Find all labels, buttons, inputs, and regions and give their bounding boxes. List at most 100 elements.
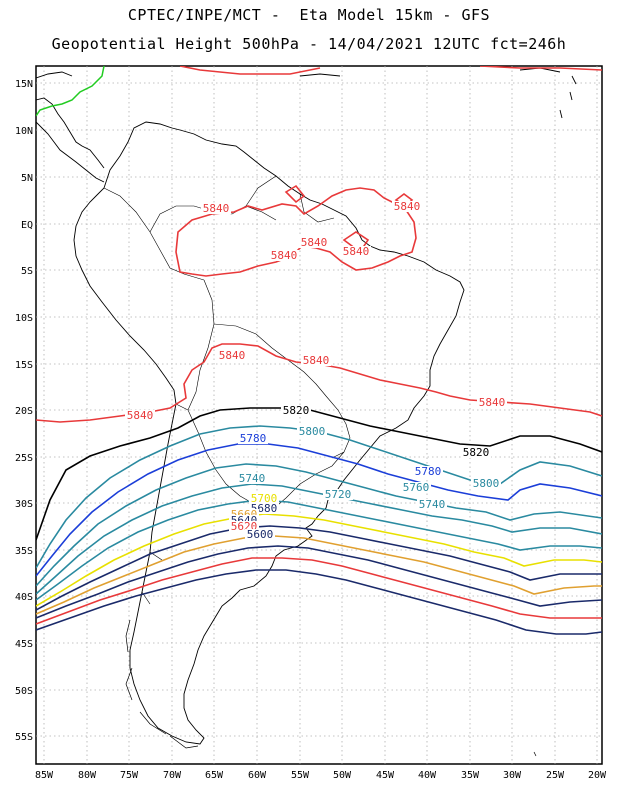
lat-tick-label: 30S — [15, 499, 33, 510]
contour-label-bg — [229, 515, 259, 526]
graticule — [36, 66, 602, 764]
lat-tick-label: EQ — [21, 220, 33, 231]
longitude-tick-labels: 85W 80W 75W 70W 65W 60W 55W 50W 45W 40W 35W 30W 25W 2… — [35, 770, 607, 781]
contour-5680 — [36, 525, 602, 611]
contour-label: 5840 — [303, 354, 330, 367]
contour-label-bg — [237, 473, 267, 484]
contour-label-bg — [201, 203, 231, 214]
contour-label: 5760 — [403, 481, 430, 494]
lat-tick-label: 55S — [15, 732, 33, 743]
lat-tick-label: 35S — [15, 546, 33, 557]
contour-label: 5720 — [325, 488, 352, 501]
lon-tick-label: 65W — [205, 770, 224, 781]
lat-tick-label: 10S — [15, 313, 33, 324]
contour-5840-south — [36, 343, 602, 423]
contour-label: 5740 — [419, 498, 446, 511]
green-contour — [36, 66, 105, 117]
contour-label-bg — [301, 355, 331, 366]
contour-label: 5840 — [219, 349, 246, 362]
lat-tick-label: 45S — [15, 639, 33, 650]
contour-label: 5800 — [473, 477, 500, 490]
contour-label-bg — [401, 482, 431, 493]
map-title: CPTEC/INPE/MCT - Eta Model 15km - GFS — [127, 6, 491, 24]
central-america-coastline — [36, 97, 105, 183]
contour-5760 — [36, 463, 602, 587]
lon-tick-label: 80W — [78, 770, 97, 781]
contour-5780 — [36, 443, 602, 577]
map-subtitle: Geopotential Height 500hPa - 14/04/2021 … — [51, 35, 567, 53]
lat-tick-label: 5S — [21, 266, 33, 277]
contour-label-bg — [477, 397, 507, 408]
contour-5640 — [36, 545, 602, 619]
lat-tick-label: 25S — [15, 453, 33, 464]
lat-tick-label: 10N — [15, 126, 33, 137]
contour-label-bg — [245, 529, 275, 540]
contour-label: 5840 — [127, 409, 154, 422]
contour-label: 5780 — [415, 465, 442, 478]
contour-5660 — [36, 535, 602, 615]
map-frame — [35, 65, 603, 765]
lon-tick-label: 50W — [333, 770, 352, 781]
contour-label: 5700 — [251, 492, 278, 505]
contour-label-bg — [249, 503, 279, 514]
contour-label-bg — [125, 410, 155, 421]
contour-label-bg — [229, 521, 259, 532]
south-america-coastline — [73, 121, 465, 745]
lon-tick-label: 75W — [120, 770, 139, 781]
lat-tick-label: 40S — [15, 592, 33, 603]
lon-tick-label: 40W — [418, 770, 437, 781]
coastlines-and-borders — [36, 67, 577, 757]
contour-label: 5840 — [203, 202, 230, 215]
contour-5700 — [36, 513, 602, 607]
contour-label-bg — [229, 509, 259, 520]
lat-tick-label: 5N — [21, 173, 33, 184]
contour-5720 — [36, 499, 602, 601]
contour-label-bg — [281, 405, 311, 416]
lon-tick-label: 45W — [376, 770, 395, 781]
contour-label: 5840 — [271, 249, 298, 262]
contour-label-bg — [269, 250, 299, 261]
contour-label: 5840 — [479, 396, 506, 409]
lat-tick-label: 15N — [15, 79, 33, 90]
contour-label-bg — [217, 350, 247, 361]
contour-label-bg — [413, 466, 443, 477]
lon-tick-label: 85W — [35, 770, 54, 781]
contour-label: 5840 — [301, 236, 328, 249]
lon-tick-label: 70W — [163, 770, 182, 781]
contour-label: 5840 — [394, 200, 421, 213]
contour-label-bg — [341, 246, 371, 257]
contour-label: 5820 — [463, 446, 490, 459]
lon-tick-label: 20W — [588, 770, 607, 781]
lat-tick-label: 20S — [15, 406, 33, 417]
contour-label: 5740 — [239, 472, 266, 485]
contour-label: 5600 — [247, 528, 274, 541]
lon-tick-label: 30W — [503, 770, 522, 781]
contour-label: 5840 — [343, 245, 370, 258]
patagonia-islands — [125, 619, 537, 757]
contour-label: 5820 — [283, 404, 310, 417]
contour-label: 5780 — [240, 432, 267, 445]
contour-label-bg — [323, 489, 353, 500]
contour-5620 — [36, 557, 602, 625]
contour-label-bg — [297, 426, 327, 437]
lon-tick-label: 35W — [461, 770, 480, 781]
contour-label-bg — [249, 493, 279, 504]
contour-label-bg — [461, 447, 491, 458]
lat-tick-label: 15S — [15, 360, 33, 371]
contour-5600 — [36, 569, 602, 635]
lon-tick-label: 55W — [291, 770, 310, 781]
contour-label-bg — [299, 237, 329, 248]
contour-label: 5800 — [299, 425, 326, 438]
latitude-tick-labels: 15N 10N 5N EQ 5S 10S 15S 20S 25S 30S 35S 40S 45S 50S 5… — [15, 79, 33, 743]
lat-tick-label: 50S — [15, 686, 33, 697]
lon-tick-label: 25W — [546, 770, 565, 781]
contour-label-bg — [471, 478, 501, 489]
contour-label-bg — [238, 433, 268, 444]
contour-5840-top — [179, 66, 602, 75]
contour-label-bg — [392, 201, 422, 212]
contour-label-bg — [417, 499, 447, 510]
contour-5740 — [36, 483, 602, 595]
lon-tick-label: 60W — [248, 770, 267, 781]
